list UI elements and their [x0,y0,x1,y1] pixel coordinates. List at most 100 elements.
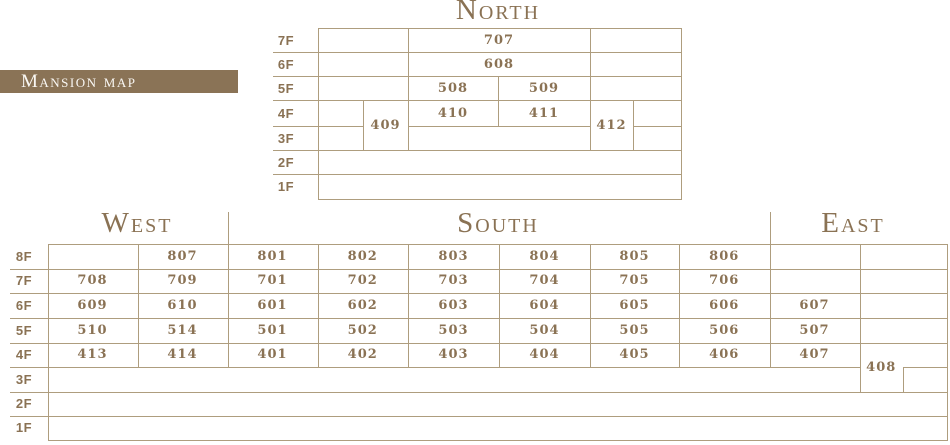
grid-line [10,391,948,393]
grid-line [947,244,948,441]
room-508[interactable]: 508 [437,80,469,96]
room-801[interactable]: 801 [257,248,288,264]
south-title: South [457,207,539,239]
grid-line [769,212,771,367]
room-503[interactable]: 503 [438,322,469,338]
grid-line [273,126,364,127]
grid-line [10,415,948,417]
room-414[interactable]: 414 [167,347,198,362]
lower-floor-5f: 5F [15,322,33,338]
room-610[interactable]: 610 [167,298,198,313]
room-704[interactable]: 704 [529,273,560,289]
room-805[interactable]: 805 [619,248,650,264]
room-408[interactable]: 408 [866,359,897,375]
room-514[interactable]: 514 [167,322,198,338]
room-411[interactable]: 411 [528,105,560,121]
grid-line [408,244,409,367]
room-803[interactable]: 803 [438,248,469,264]
room-602[interactable]: 602 [347,298,378,313]
grid-line [10,293,948,294]
room-604[interactable]: 604 [529,298,560,313]
room-703[interactable]: 703 [438,273,469,289]
north-floor-6f: 6F [277,56,295,72]
grid-line [137,244,139,367]
lower-floor-4f: 4F [15,347,33,362]
room-401[interactable]: 401 [257,347,288,362]
grid-line [408,28,409,150]
room-707[interactable]: 707 [483,32,515,48]
room-804[interactable]: 804 [529,248,560,264]
room-806[interactable]: 806 [709,248,740,264]
grid-line [681,28,682,199]
room-802[interactable]: 802 [347,248,378,264]
lower-floor-6f: 6F [15,298,33,313]
grid-line [318,199,682,200]
north-floor-5f: 5F [277,80,295,96]
north-floor-7f: 7F [277,32,295,48]
room-609[interactable]: 609 [77,298,108,313]
grid-line [273,150,682,151]
room-705[interactable]: 705 [619,273,650,289]
room-606[interactable]: 606 [709,298,740,313]
west-title: West [101,207,173,239]
grid-line [227,212,229,367]
room-509[interactable]: 509 [528,80,560,96]
north-floor-2f: 2F [277,154,295,170]
grid-line [47,244,49,440]
room-709[interactable]: 709 [167,273,198,289]
grid-line [47,440,948,441]
grid-line [318,28,319,199]
room-505[interactable]: 505 [619,322,650,338]
room-607[interactable]: 607 [799,298,830,313]
grid-line [10,268,948,270]
room-603[interactable]: 603 [438,298,469,313]
lower-floor-8f: 8F [15,248,33,264]
room-501[interactable]: 501 [257,322,288,338]
room-502[interactable]: 502 [347,322,378,338]
grid-line [499,244,500,367]
room-406[interactable]: 406 [709,347,740,362]
room-510[interactable]: 510 [77,322,108,338]
grid-line [10,366,861,368]
room-407[interactable]: 407 [799,347,830,362]
grid-line [10,318,948,319]
room-702[interactable]: 702 [347,273,378,289]
grid-line [273,76,682,77]
grid-line [273,100,682,101]
room-507[interactable]: 507 [799,322,830,338]
grid-line [363,100,364,150]
room-807[interactable]: 807 [167,248,198,264]
grid-line [10,342,948,344]
room-403[interactable]: 403 [438,347,469,362]
room-504[interactable]: 504 [529,322,560,338]
room-506[interactable]: 506 [709,322,740,338]
room-708[interactable]: 708 [77,273,108,289]
mansion-map-banner: Mansion map [0,70,238,93]
room-409[interactable]: 409 [370,117,401,133]
east-title: East [821,207,885,239]
room-402[interactable]: 402 [347,347,378,362]
north-floor-4f: 4F [277,105,295,121]
lower-floor-2f: 2F [15,396,33,411]
grid-line [498,76,499,126]
room-601[interactable]: 601 [257,298,288,313]
room-412[interactable]: 412 [596,117,627,133]
grid-line [903,366,904,392]
room-405[interactable]: 405 [619,347,650,362]
room-605[interactable]: 605 [619,298,650,313]
grid-line [633,100,634,150]
grid-line [590,244,591,367]
room-413[interactable]: 413 [77,347,108,362]
room-410[interactable]: 410 [437,105,469,121]
grid-line [318,28,682,29]
room-701[interactable]: 701 [257,273,288,289]
grid-line [679,244,680,367]
room-404[interactable]: 404 [529,347,560,362]
room-608[interactable]: 608 [483,56,515,72]
lower-floor-7f: 7F [15,273,33,289]
north-floor-3f: 3F [277,130,295,146]
grid-line [633,126,682,127]
grid-line [273,174,682,175]
room-706[interactable]: 706 [709,273,740,289]
